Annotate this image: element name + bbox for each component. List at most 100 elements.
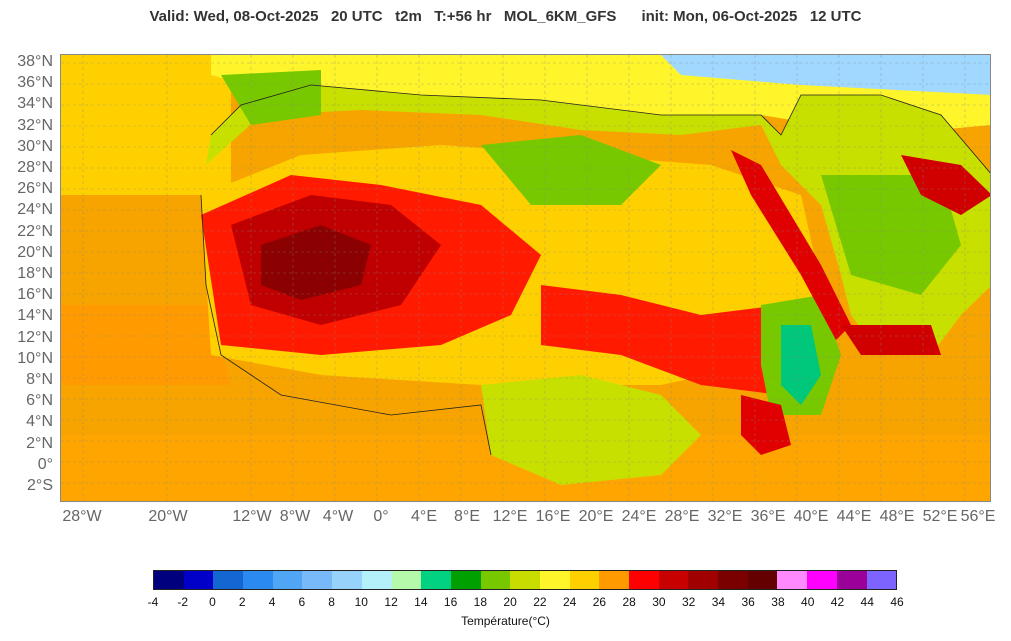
red-sea (731, 150, 851, 340)
colorbar-tick-label: 40 (801, 595, 815, 609)
colorbar-tick-label: 20 (503, 595, 517, 609)
coastline (200, 84, 990, 456)
latitude-label: 4°N (26, 413, 53, 431)
colorbar-tick-label: 42 (830, 595, 845, 609)
colorbar-swatch (213, 571, 244, 589)
longitude-label: 12°W (232, 508, 272, 525)
latitude-label: 26°N (17, 180, 53, 198)
east-africa-hot (741, 395, 791, 455)
valid-time-text: Valid: Wed, 08-Oct-2025 20 UTC t2m T:+56… (149, 8, 617, 25)
latitude-label: 8°N (26, 371, 53, 388)
colorbar-tick-label: 30 (652, 595, 666, 609)
colorbar-tick-label: 22 (533, 595, 547, 609)
colorbar-tick-label: 34 (711, 595, 726, 609)
longitude-label: 12°E (492, 508, 528, 525)
latitude-label: 20°N (17, 243, 53, 261)
colorbar-swatch (688, 571, 719, 589)
longitude-label: 32°E (707, 508, 743, 525)
latitude-label: 18°N (17, 265, 53, 282)
colorbar-swatch (629, 571, 659, 589)
longitude-label: 16°E (535, 508, 571, 525)
longitude-label: 8°W (279, 508, 311, 525)
colorbar-swatch (747, 571, 778, 589)
colorbar-swatch (510, 571, 540, 589)
colorbar-tick-label: 16 (443, 595, 458, 609)
colorbar-swatch (183, 571, 214, 589)
colorbar-swatch (302, 571, 333, 589)
map-header: Valid: Wed, 08-Oct-2025 20 UTC t2m T:+56… (0, 8, 1011, 25)
gulf-of-aden (841, 325, 941, 355)
latitude-label: 36°N (17, 74, 53, 92)
latitude-label: 24°N (17, 201, 53, 219)
colorbar-title: Température(°C) (461, 614, 550, 628)
latitude-label: 6°N (26, 392, 53, 410)
colorbar-tick-label: 44 (860, 595, 874, 609)
colorbar-tick-label: 38 (771, 595, 785, 609)
colorbar-swatch (807, 571, 837, 589)
colorbar-tick-label: 2 (238, 595, 246, 609)
map-gridlines (61, 55, 990, 501)
colorbar-swatch (866, 571, 897, 589)
latitude-label: 14°N (17, 307, 53, 325)
colorbar-tick-label: 0 (209, 595, 216, 609)
colorbar-swatch (718, 571, 748, 589)
atlantic-warm-band (61, 305, 231, 385)
colorbar-swatch (599, 571, 629, 589)
colorbar-tick-label: 14 (414, 595, 428, 609)
longitude-label: 48°E (879, 508, 915, 525)
longitude-label: 4°E (411, 508, 437, 525)
colorbar-tick-label: 10 (354, 595, 368, 609)
colorbar-swatch (421, 571, 451, 589)
colorbar-swatch (480, 571, 511, 589)
latitude-label: 32°N (17, 116, 53, 134)
longitude-label: 4°W (322, 508, 354, 525)
longitude-label: 20°W (148, 508, 188, 525)
colorbar-swatch (154, 571, 184, 589)
colorbar-tick-label: 12 (384, 595, 398, 609)
longitude-label: 40°E (793, 508, 829, 525)
colorbar-swatch (539, 571, 570, 589)
latitude-label: 30°N (17, 137, 53, 155)
colorbar-tick-label: 32 (681, 595, 696, 609)
north-africa-land (206, 85, 990, 355)
colorbar-tick-label: -4 (147, 595, 159, 609)
temperature-map (60, 54, 991, 502)
sahel-hot-east (541, 285, 821, 395)
colorbar-swatch (450, 571, 481, 589)
ethiopia-teal (781, 325, 821, 405)
colorbar-tick-label: 18 (473, 595, 488, 609)
longitude-label: 0° (373, 508, 389, 525)
colorbar-swatch (658, 571, 689, 589)
colorbar-tick-label: 36 (741, 595, 755, 609)
longitude-label: 20°E (578, 508, 614, 525)
temperature-colorbar (153, 570, 897, 590)
longitude-label: 24°E (621, 508, 657, 525)
colorbar-tick-label: 26 (592, 595, 607, 609)
colorbar-tick-label: 6 (298, 595, 306, 609)
longitude-label: 28°E (664, 508, 700, 525)
colorbar-tick-label: -2 (177, 595, 189, 609)
longitude-label: 56°E (960, 508, 996, 525)
colorbar-swatch (569, 571, 600, 589)
colorbar-swatch (391, 571, 422, 589)
latitude-label: 2°N (26, 434, 53, 452)
longitude-label: 28°W (62, 508, 102, 525)
latitude-label: 12°N (17, 328, 53, 346)
longitude-label: 44°E (836, 508, 872, 525)
atlantic-cool-zone (61, 55, 231, 195)
colorbar-swatch (836, 571, 867, 589)
longitude-label: 52°E (922, 508, 958, 525)
latitude-label: 28°N (17, 159, 53, 176)
colorbar-swatch (272, 571, 303, 589)
longitude-label: 36°E (750, 508, 786, 525)
init-time-text: init: Mon, 06-Oct-2025 12 UTC (641, 8, 862, 25)
latitude-label: 2°S (27, 477, 53, 494)
extreme-heat-inner (261, 225, 371, 300)
latitude-label: 38°N (17, 53, 53, 70)
colorbar-tick-label: 28 (622, 595, 636, 609)
tibesti-green (481, 135, 661, 205)
central-africa-green (481, 375, 701, 485)
latitude-label: 10°N (17, 349, 53, 367)
arabia-green (821, 175, 961, 295)
latitude-label: 34°N (17, 95, 53, 113)
